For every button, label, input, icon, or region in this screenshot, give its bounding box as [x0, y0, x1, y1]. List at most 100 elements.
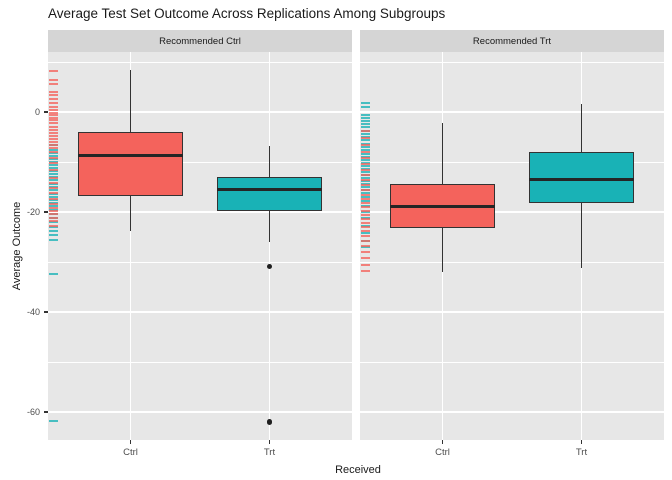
y-axis-tick — [44, 111, 48, 113]
rug-mark-trt — [361, 180, 370, 182]
x-axis-tick — [129, 440, 132, 444]
rug-mark-ctrl — [49, 213, 58, 215]
outlier-point — [266, 419, 273, 425]
rug-mark-ctrl — [49, 198, 58, 200]
facet-strip-recommended-trt: Recommended Trt — [360, 30, 664, 52]
major-gridline — [360, 211, 664, 213]
major-gridline — [48, 411, 352, 413]
rug-mark-trt — [49, 226, 58, 228]
rug-mark-ctrl — [361, 245, 370, 247]
rug-mark-ctrl — [361, 130, 370, 132]
x-tick-label: Trt — [575, 447, 588, 458]
rug-mark-trt — [49, 234, 58, 236]
rug-mark-ctrl — [49, 169, 58, 171]
rug-mark-ctrl — [361, 151, 370, 153]
rug-mark-trt — [49, 221, 58, 223]
rug-mark-ctrl — [49, 217, 58, 219]
rug-mark-ctrl — [361, 198, 370, 200]
rug-mark-ctrl — [49, 207, 58, 209]
rug-mark-trt — [361, 126, 370, 128]
rug-mark-ctrl — [49, 129, 58, 131]
rug-mark-ctrl — [361, 179, 370, 181]
rug-mark-trt — [361, 106, 370, 108]
rug-mark-ctrl — [49, 147, 58, 149]
rug-mark-ctrl — [49, 98, 58, 100]
whisker-lower — [441, 228, 444, 272]
rug-mark-trt — [49, 199, 58, 201]
facet-panel-recommended-trt — [360, 52, 664, 440]
rug-mark-ctrl — [49, 132, 58, 134]
rug-mark-ctrl — [49, 151, 58, 153]
rug-mark-trt — [361, 146, 370, 148]
boxplot-box-ctrl — [78, 131, 183, 196]
rug-mark-ctrl — [49, 91, 58, 93]
rug-mark-trt — [361, 149, 370, 151]
rug-mark-trt — [361, 192, 370, 194]
rug-mark-trt — [49, 158, 58, 160]
rug-mark-trt — [49, 239, 58, 241]
facet-strip-label: Recommended Trt — [472, 35, 552, 47]
rug-mark-ctrl — [49, 162, 58, 164]
rug-mark-trt — [361, 133, 370, 135]
whisker-upper — [441, 123, 444, 184]
minor-gridline — [360, 361, 664, 363]
rug-mark-trt — [49, 167, 58, 169]
facet-strip-recommended-ctrl: Recommended Ctrl — [48, 30, 352, 52]
rug-mark-ctrl — [49, 141, 58, 143]
rug-mark-ctrl — [361, 222, 370, 224]
rug-mark-ctrl — [49, 94, 58, 96]
y-axis-tick — [44, 211, 48, 213]
rug-mark-ctrl — [361, 144, 370, 146]
minor-gridline — [48, 61, 352, 63]
rug-mark-trt — [49, 155, 58, 157]
rug-mark-ctrl — [361, 137, 370, 139]
minor-gridline — [48, 161, 352, 163]
x-axis-tick — [441, 440, 444, 444]
rug-mark-ctrl — [49, 122, 58, 124]
boxplot-box-trt — [217, 176, 322, 211]
rug-mark-trt — [49, 183, 58, 185]
rug-mark-ctrl — [361, 174, 370, 176]
rug-mark-ctrl — [361, 226, 370, 228]
rug-mark-ctrl — [49, 102, 58, 104]
rug-mark-ctrl — [49, 138, 58, 140]
minor-gridline — [360, 61, 664, 63]
rug-mark-ctrl — [361, 189, 370, 191]
major-gridline — [360, 111, 664, 113]
whisker-upper — [129, 70, 132, 132]
rug-mark-ctrl — [49, 203, 58, 205]
rug-mark-trt — [361, 117, 370, 119]
rug-mark-trt — [49, 189, 58, 191]
major-gridline — [360, 311, 664, 313]
rug-mark-ctrl — [49, 135, 58, 137]
rug-mark-trt — [49, 149, 58, 151]
x-axis-tick — [268, 440, 271, 444]
whisker-upper — [580, 104, 583, 152]
rug-mark-ctrl — [361, 235, 370, 237]
plot-title: Average Test Set Outcome Across Replicat… — [48, 6, 446, 21]
whisker-lower — [268, 210, 271, 242]
rug-mark-ctrl — [361, 163, 370, 165]
rug-mark-trt — [49, 273, 58, 275]
rug-mark-trt — [49, 196, 58, 198]
whisker-lower — [129, 196, 132, 231]
y-tick-label: -60 — [26, 406, 40, 417]
rug-mark-ctrl — [49, 82, 58, 85]
rug-mark-ctrl — [49, 187, 58, 189]
median-line — [529, 178, 634, 181]
y-axis-title: Average Outcome — [11, 201, 23, 291]
rug-mark-ctrl — [361, 240, 370, 242]
rug-mark-trt — [361, 200, 370, 202]
rug-mark-trt — [49, 179, 58, 181]
rug-mark-ctrl — [361, 184, 370, 186]
x-tick-label: Ctrl — [435, 447, 450, 458]
whisker-upper — [268, 146, 271, 177]
rug-mark-trt — [361, 196, 370, 198]
rug-mark-trt — [361, 232, 370, 234]
vertical-gridline — [129, 52, 132, 440]
boxplot-box-trt — [529, 152, 634, 203]
rug-mark-trt — [361, 211, 370, 213]
y-tick-label: -20 — [26, 206, 40, 217]
rug-mark-ctrl — [361, 251, 370, 253]
